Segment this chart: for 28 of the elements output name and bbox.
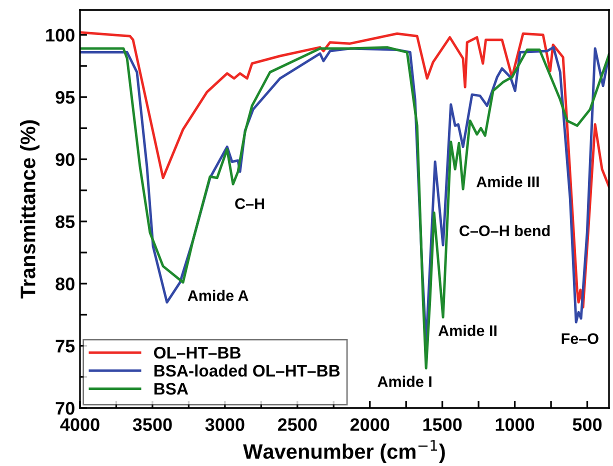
x-tick-label: 4000 <box>60 418 100 431</box>
y-tick-label: 70 <box>56 402 74 415</box>
annotation: Amide A <box>188 290 248 302</box>
x-tick-label: 1500 <box>423 418 462 431</box>
legend-label: BSA-loaded OL–HT–BB <box>154 364 340 377</box>
y-tick-label: 100 <box>46 28 74 42</box>
x-tick-label: 2500 <box>278 418 317 431</box>
legend-label: BSA <box>154 382 188 395</box>
x-tick-label: 3000 <box>205 418 244 432</box>
annotation: Amide I <box>378 376 432 388</box>
annotation: C–O–H bend <box>460 224 550 236</box>
y-axis-title: Transmittance (%) <box>20 120 40 298</box>
annotation: Amide III <box>476 176 539 188</box>
y-tick-label: 85 <box>56 215 75 228</box>
y-tick-label: 75 <box>56 340 75 353</box>
x-tick-label: 2000 <box>350 418 390 431</box>
x-tick-label: 3500 <box>132 418 172 432</box>
legend-label: OL–HT–BB <box>154 346 241 359</box>
y-tick-label: 90 <box>56 153 74 166</box>
annotation: C–H <box>235 198 264 210</box>
y-tick-label: 95 <box>56 90 75 104</box>
annotation: Amide II <box>438 324 496 336</box>
x-tick-label: 1000 <box>496 418 534 431</box>
y-tick-label: 80 <box>56 278 74 290</box>
line-series <box>80 31 609 309</box>
x-tick-label: 500 <box>572 418 602 431</box>
annotation: Fe–O <box>562 333 598 344</box>
x-axis-title: Wavenumber (cm$^{−1}$) <box>243 440 445 464</box>
